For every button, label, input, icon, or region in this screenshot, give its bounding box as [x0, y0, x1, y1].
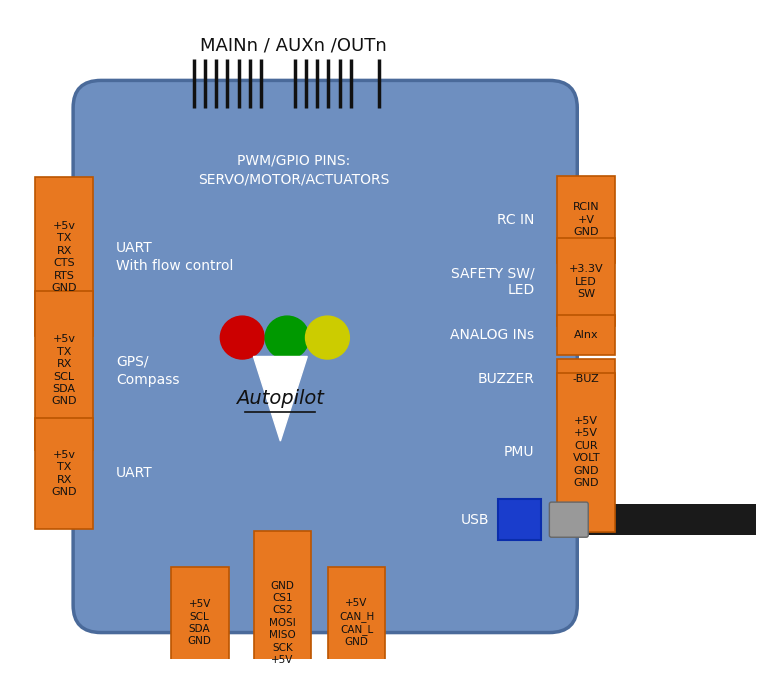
Text: GND
CS1
CS2
MOSI
MISO
SCK
+5V: GND CS1 CS2 MOSI MISO SCK +5V	[269, 580, 296, 665]
FancyBboxPatch shape	[36, 291, 93, 450]
Text: +5v
TX
RX
SCL
SDA
GND: +5v TX RX SCL SDA GND	[51, 334, 77, 406]
Text: +3.3V
LED
SW: +3.3V LED SW	[569, 264, 603, 299]
Text: Autopilot: Autopilot	[236, 390, 324, 408]
Text: USB: USB	[461, 513, 490, 526]
Text: RC IN: RC IN	[497, 213, 534, 226]
Text: UART: UART	[116, 466, 153, 481]
FancyBboxPatch shape	[550, 502, 588, 537]
Polygon shape	[254, 357, 307, 441]
FancyBboxPatch shape	[497, 499, 541, 540]
Text: RCIN
+V
GND: RCIN +V GND	[573, 202, 600, 237]
FancyBboxPatch shape	[328, 568, 385, 674]
FancyBboxPatch shape	[557, 176, 615, 264]
Text: PWM/GPIO PINS:
SERVO/MOTOR/ACTUATORS: PWM/GPIO PINS: SERVO/MOTOR/ACTUATORS	[198, 154, 390, 186]
FancyBboxPatch shape	[36, 177, 93, 336]
Text: MAINn / AUXn /OUTn: MAINn / AUXn /OUTn	[201, 36, 387, 55]
FancyBboxPatch shape	[557, 373, 615, 532]
FancyBboxPatch shape	[171, 568, 229, 674]
Text: +5V
CAN_H
CAN_L
GND: +5V CAN_H CAN_L GND	[339, 599, 374, 647]
Text: I2C: I2C	[188, 579, 211, 592]
FancyBboxPatch shape	[557, 315, 615, 355]
Text: BUZZER: BUZZER	[478, 372, 534, 386]
FancyBboxPatch shape	[557, 238, 615, 326]
Circle shape	[220, 316, 264, 359]
Text: ANALOG INs: ANALOG INs	[450, 328, 534, 342]
Circle shape	[306, 316, 350, 359]
Text: UART
With flow control: UART With flow control	[116, 241, 233, 273]
Text: GPS/
Compass: GPS/ Compass	[116, 355, 179, 387]
Text: +5V
+5V
CUR
VOLT
GND
GND: +5V +5V CUR VOLT GND GND	[572, 416, 600, 488]
FancyBboxPatch shape	[36, 418, 93, 529]
FancyBboxPatch shape	[557, 359, 615, 398]
Text: SPI: SPI	[272, 579, 293, 592]
FancyBboxPatch shape	[254, 531, 311, 674]
FancyBboxPatch shape	[73, 80, 578, 633]
Text: CAN: CAN	[341, 579, 372, 592]
Text: AInx: AInx	[574, 330, 599, 340]
Text: +5v
TX
RX
CTS
RTS
GND: +5v TX RX CTS RTS GND	[51, 221, 77, 293]
Circle shape	[265, 316, 309, 359]
Text: -BUZ: -BUZ	[573, 374, 600, 384]
Text: +5V
SCL
SDA
GND: +5V SCL SDA GND	[188, 599, 212, 646]
Text: PMU: PMU	[504, 445, 534, 459]
Text: SAFETY SW/
LED: SAFETY SW/ LED	[451, 267, 534, 297]
Text: +5v
TX
RX
GND: +5v TX RX GND	[51, 450, 77, 497]
Polygon shape	[586, 504, 757, 535]
